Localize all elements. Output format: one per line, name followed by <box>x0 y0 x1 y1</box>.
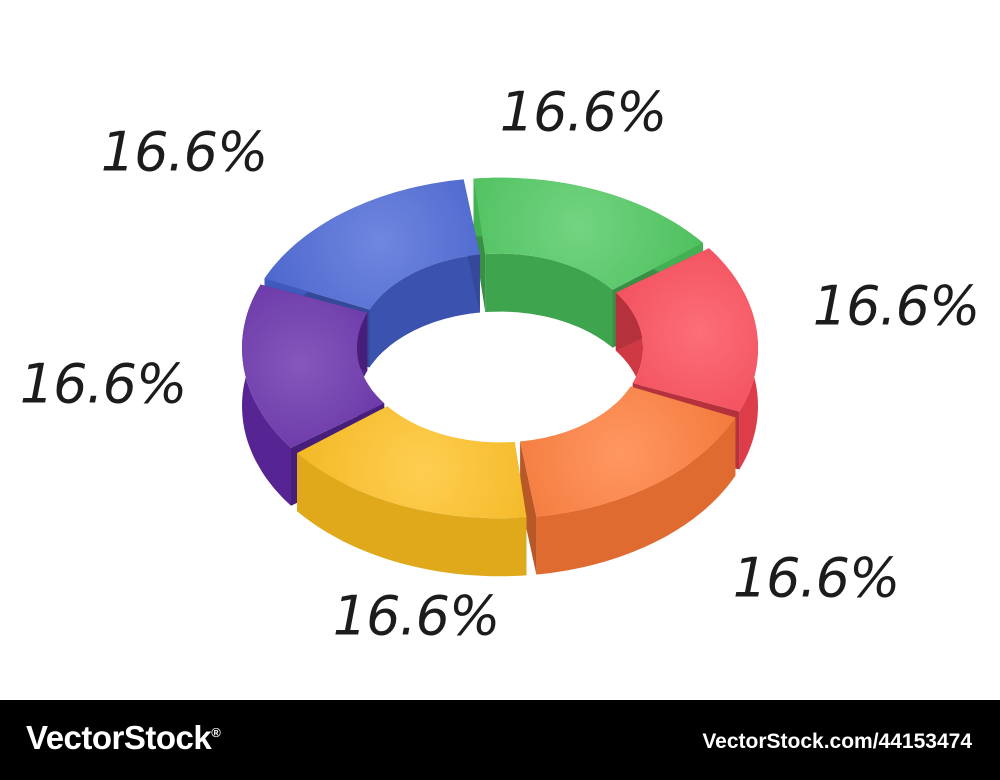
image-id-text: VectorStock.com/44153474 <box>702 730 972 753</box>
slice-inner-wall <box>369 254 480 368</box>
slice-top-face <box>297 406 527 519</box>
slice-outer-wall <box>536 417 736 575</box>
donut-chart: 16.6% 16.6% 16.6% 16.6% 16.6% 16.6% <box>20 81 981 648</box>
slice-top-face <box>242 284 385 448</box>
donut-slices <box>242 177 758 577</box>
slice-end-face <box>520 441 537 575</box>
footer-bar: VectorStock® VectorStock.com/44153474 <box>0 700 1000 780</box>
slice-label: 16.6% <box>101 121 268 184</box>
slice-label: 16.6% <box>20 353 187 416</box>
donut-slice <box>520 386 736 575</box>
slice-top-face <box>473 177 703 290</box>
slice-label: 16.6% <box>500 81 667 144</box>
slice-outer-wall <box>297 453 527 577</box>
slice-inner-wall <box>485 253 613 348</box>
donut-slice <box>264 179 480 368</box>
brand-logo: VectorStock® <box>26 719 221 756</box>
slice-top-face <box>264 179 480 310</box>
slice-top-face <box>520 386 736 517</box>
slice-top-face <box>615 248 758 412</box>
donut-slice <box>297 406 527 577</box>
slice-label: 16.6% <box>813 275 980 338</box>
slice-label: 16.6% <box>733 547 900 610</box>
slice-label: 16.6% <box>333 585 500 648</box>
slice-labels: 16.6% 16.6% 16.6% 16.6% 16.6% 16.6% <box>20 81 981 648</box>
